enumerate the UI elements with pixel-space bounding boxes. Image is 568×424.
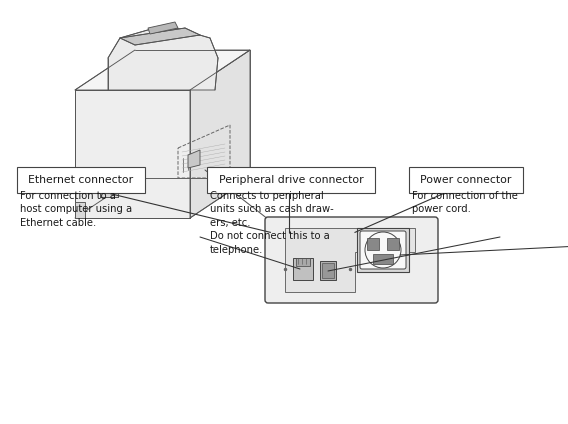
Text: Peripheral drive connector: Peripheral drive connector	[219, 175, 364, 185]
Text: For connection of the
power cord.: For connection of the power cord.	[412, 190, 517, 214]
FancyBboxPatch shape	[265, 217, 438, 303]
Polygon shape	[387, 238, 399, 250]
Polygon shape	[75, 202, 85, 218]
Polygon shape	[190, 50, 250, 218]
Text: Connects to peripheral
units such as cash draw-
ers, etc.
Do not connect this to: Connects to peripheral units such as cas…	[210, 190, 334, 255]
Text: For connection to a
host computer using a
Ethernet cable.: For connection to a host computer using …	[20, 190, 132, 228]
Polygon shape	[100, 175, 118, 197]
Polygon shape	[108, 25, 218, 90]
Polygon shape	[367, 238, 379, 250]
Polygon shape	[120, 28, 200, 45]
Polygon shape	[357, 228, 409, 272]
Polygon shape	[75, 90, 190, 218]
Text: Ethernet connector: Ethernet connector	[28, 175, 133, 185]
Polygon shape	[285, 228, 415, 292]
Polygon shape	[75, 50, 250, 90]
Text: Power connector: Power connector	[420, 175, 511, 185]
Polygon shape	[373, 254, 393, 264]
FancyBboxPatch shape	[360, 231, 406, 269]
FancyBboxPatch shape	[17, 167, 145, 193]
FancyBboxPatch shape	[409, 167, 523, 193]
FancyBboxPatch shape	[207, 167, 375, 193]
Polygon shape	[188, 150, 200, 168]
Polygon shape	[322, 263, 334, 278]
Polygon shape	[293, 258, 313, 280]
Polygon shape	[296, 258, 310, 266]
Polygon shape	[320, 261, 336, 280]
Polygon shape	[148, 22, 178, 34]
